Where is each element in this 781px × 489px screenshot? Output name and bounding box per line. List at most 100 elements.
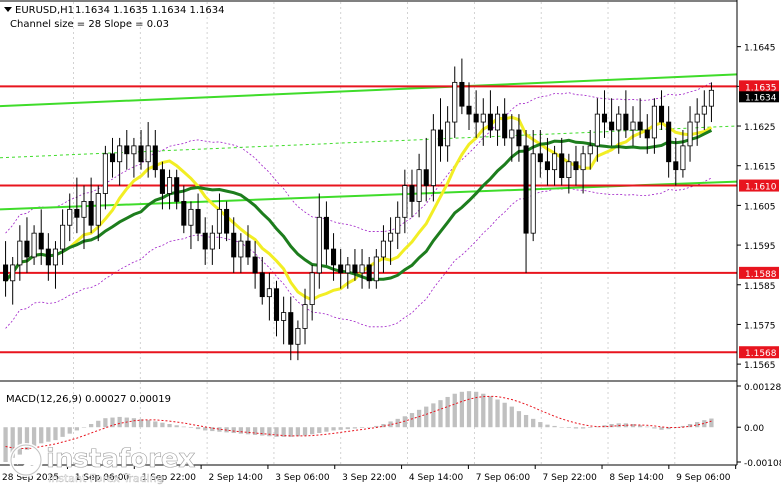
candle [159, 161, 165, 210]
macd-bar [645, 426, 650, 428]
candle [74, 177, 80, 234]
macd-bar [131, 418, 137, 428]
macd-bar [374, 425, 379, 428]
candle-body [630, 121, 636, 131]
candle-body [466, 105, 472, 115]
candle [480, 98, 486, 146]
candle [309, 264, 315, 321]
candle [687, 106, 693, 162]
candle-body [195, 208, 201, 234]
macd-bar [709, 418, 714, 428]
candle [616, 106, 622, 154]
candle-body [345, 264, 351, 274]
candle-body [74, 208, 80, 218]
candle [658, 90, 665, 130]
candle [131, 137, 137, 178]
price-tick-label: 1.1615 [744, 163, 776, 173]
candle [109, 137, 116, 178]
time-tick-label: 7 Sep 22:00 [543, 473, 598, 483]
candle-body [516, 129, 522, 147]
candle-body [38, 232, 44, 250]
candle [580, 145, 586, 194]
time-tick-label: 28 Sep 2025 [2, 473, 59, 483]
candle [60, 209, 66, 265]
price-level-tags: 1.1635 1.1610 1.1588 1.1568 1.1634 [739, 80, 779, 359]
candle [552, 145, 558, 186]
macd-tick-label: 0.00 [744, 424, 764, 434]
macd-bar [559, 427, 564, 428]
macd-bar [174, 425, 179, 428]
candle [323, 201, 329, 265]
candle-body [252, 256, 258, 274]
channel-info: Channel size = 28 Slope = 0.03 [10, 19, 169, 30]
macd-bar [502, 402, 507, 428]
candle-body [480, 113, 486, 123]
candle [238, 233, 244, 273]
candle [516, 114, 522, 162]
macd-bar [623, 423, 629, 428]
candle-body [159, 169, 165, 194]
candle-body [594, 113, 600, 147]
candle-body [3, 264, 9, 282]
candle [530, 129, 536, 242]
price-tick-label: 1.1625 [744, 123, 776, 133]
macd-bar [438, 400, 443, 428]
candle-body [316, 216, 322, 274]
dropdown-triangle-icon[interactable] [4, 7, 12, 12]
candle-body [81, 201, 87, 218]
macd-bar [381, 424, 386, 428]
candle-body [60, 224, 66, 250]
candle [81, 185, 87, 250]
candle [67, 193, 73, 242]
horizontal-levels[interactable] [0, 85, 737, 354]
macd-bar [245, 427, 251, 435]
macd-title: MACD(12,26,9) 0.00027 0.00019 [6, 394, 171, 405]
time-tick-label: 9 Sep 06:00 [676, 473, 731, 483]
macd-bar [281, 427, 286, 437]
candle [494, 106, 501, 146]
candle [124, 129, 130, 170]
macd-bar [345, 427, 350, 430]
candle-body [52, 248, 59, 266]
price-tick-label: 1.1585 [744, 282, 776, 292]
candle [245, 225, 251, 265]
candle [216, 193, 223, 250]
macd-bar [96, 420, 101, 428]
candle [266, 272, 272, 321]
candle-body [102, 153, 108, 194]
candle [38, 209, 44, 265]
time-tick-label: 2 Sep 14:00 [208, 473, 263, 483]
candle [181, 185, 187, 234]
candle [338, 249, 344, 289]
macd-bar [495, 399, 500, 428]
macd-bar [117, 416, 122, 428]
candle-body [552, 153, 558, 171]
price-tick-label: 1.1575 [744, 321, 776, 331]
candle [195, 193, 201, 242]
macd-bar [310, 427, 315, 435]
macd-bar [338, 427, 343, 430]
candle-body [124, 145, 130, 155]
candle-body [309, 272, 315, 305]
candle-body [231, 232, 237, 258]
macd-bar [10, 427, 15, 458]
candle-body [544, 161, 550, 171]
candle-body [273, 288, 280, 321]
candle-body [473, 113, 479, 123]
candle-body [152, 145, 158, 171]
candle [45, 233, 51, 281]
candle-body [302, 304, 308, 329]
macd-bar [516, 411, 522, 428]
macd-bar [74, 427, 80, 431]
candle [609, 98, 615, 146]
macd-bar [103, 418, 108, 428]
candle-body [209, 232, 215, 250]
macd-bar [702, 420, 707, 428]
candle-body [658, 105, 665, 123]
instaforex-logo-icon [9, 443, 43, 477]
macd-bar [431, 403, 436, 428]
candle [202, 217, 208, 265]
macd-signal-line [5, 395, 712, 449]
candle-body [366, 264, 372, 282]
